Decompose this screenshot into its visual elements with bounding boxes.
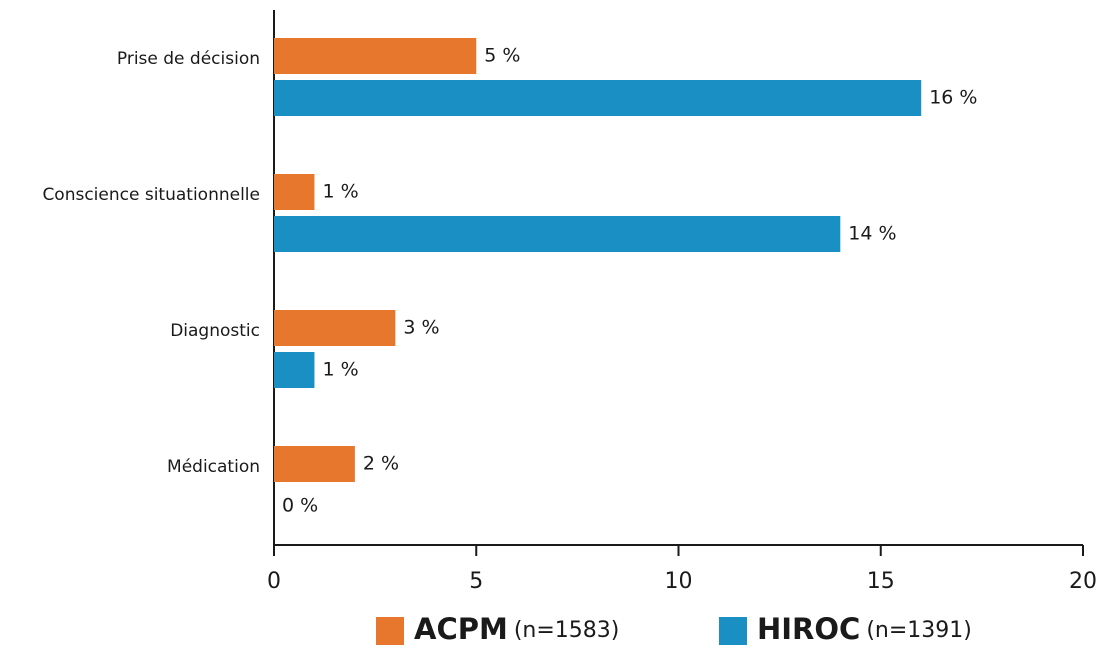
bar	[274, 310, 396, 346]
bar	[274, 80, 922, 116]
value-label: 1 %	[322, 359, 358, 381]
category-label: Diagnostic	[170, 321, 260, 341]
bar	[274, 38, 477, 74]
value-label: 3 %	[403, 317, 439, 339]
legend-name: ACPM	[414, 612, 508, 646]
legend-name: HIROC	[757, 612, 860, 646]
value-label: 2 %	[363, 453, 399, 475]
bar	[274, 216, 841, 252]
legend-swatch	[719, 617, 747, 645]
x-tick-label: 5	[469, 569, 483, 594]
bar	[274, 352, 315, 388]
category-label: Conscience situationnelle	[42, 185, 260, 205]
legend-label: HIROC (n=1391)	[757, 612, 972, 646]
legend-sample: (n=1583)	[514, 618, 620, 643]
x-tick-label: 0	[267, 569, 281, 594]
category-label: Prise de décision	[117, 49, 260, 69]
x-tick-label: 20	[1069, 569, 1097, 594]
value-label: 5 %	[484, 45, 520, 67]
value-label: 16 %	[929, 87, 977, 109]
x-tick-label: 15	[867, 569, 895, 594]
legend-swatch	[376, 617, 404, 645]
legend-label: ACPM (n=1583)	[414, 612, 619, 646]
bar	[274, 446, 355, 482]
value-label: 1 %	[322, 181, 358, 203]
value-label: 0 %	[282, 495, 318, 517]
x-tick-label: 10	[665, 569, 693, 594]
legend-sample: (n=1391)	[866, 618, 972, 643]
bar	[274, 174, 315, 210]
value-label: 14 %	[848, 223, 896, 245]
category-label: Médication	[167, 457, 260, 477]
